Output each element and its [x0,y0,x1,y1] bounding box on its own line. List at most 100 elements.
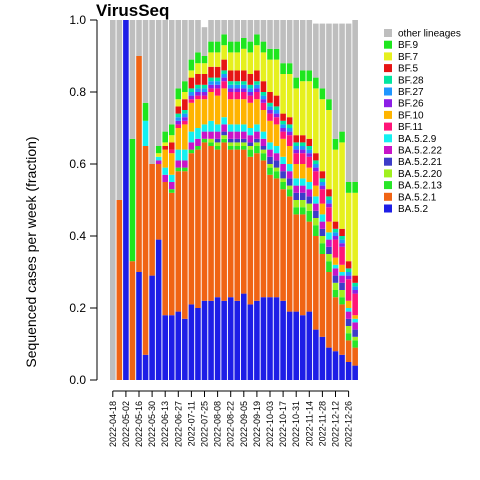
bar-segment-27-ba-5-2-13 [280,182,286,190]
bar-segment-20-ba-5-2-20 [234,142,241,146]
bar-segment-14-bf-10 [195,99,201,128]
bar-segment-32-bf-11 [313,171,319,186]
bar-segment-20-ba-5-2-13 [234,146,241,150]
x-tick-label: 2022-12-12 [331,401,341,447]
bar-segment-19-ba-5-2 [227,297,234,380]
bar-segment-9-ba-5-2-1 [162,182,168,316]
bar-segment-27-bf-11 [280,131,286,139]
bar-segment-7-ba-5-2 [149,275,155,380]
bar-segment-13-ba-5-2-13 [188,149,195,154]
bar-segment-37-bf-27 [345,272,352,276]
bar-segment-35-ba-5-2-22 [332,268,339,276]
bar-segment-1-other-lineages [110,20,116,380]
bar-segment-37-ba-5-2-22 [345,311,352,319]
bar-segment-16-ba-5-2 [208,300,214,380]
bar-segment-12-bf-26 [182,117,188,121]
y-tick-label: 0.6 [69,157,86,171]
bar-segment-27-other-lineages [280,20,286,64]
bar-segment-30-ba-5-2-22 [299,185,306,193]
bar-segment-35-ba-5-2-21 [332,275,339,283]
bar-segment-38-bf-28 [352,282,358,287]
bar-segment-10-bf-11 [168,149,175,154]
bar-segment-5-ba-5-2 [136,272,142,380]
bar-segment-26-ba-5-2-21 [273,160,280,168]
bar-segment-24-ba-5-2 [260,297,267,380]
bar-segment-19-bf-9 [227,41,234,53]
bar-segment-23-ba-5-2-1 [254,153,260,301]
bar-segment-25-ba-5-2-1 [267,174,273,298]
bar-segment-19-bf-11 [227,92,234,100]
bar-segment-17-ba-5-2 [214,297,221,380]
bar-segment-27-bf-26 [280,128,286,132]
bar-segment-32-other-lineages [313,23,319,78]
bar-segment-14-ba-5-2 [195,308,201,380]
bar-segment-23-ba-5-2-21 [254,138,260,143]
bar-segment-36-ba-5-2-20 [339,290,345,298]
x-tick-label: 2022-07-11 [186,401,196,446]
bar-segment-32-ba-5-2-13 [313,225,319,236]
bar-segment-34-ba-5-2-1 [326,272,332,348]
bar-segment-26-ba-5-2-1 [273,178,280,298]
bar-segment-19-ba-5-2-22 [227,131,234,139]
bar-segment-21-bf-7 [241,48,247,71]
bar-segment-29-other-lineages [293,20,299,78]
bar-segment-12-ba-5-2-9 [182,149,188,161]
bar-segment-32-bf-27 [313,164,319,168]
bar-segment-22-other-lineages [247,20,254,42]
bar-segment-17-bf-27 [214,81,221,85]
bar-segment-35-ba-5-2-9 [332,264,339,269]
bar-segment-32-bf-26 [313,167,319,172]
bar-segment-20-bf-10 [234,99,241,125]
bar-segment-34-other-lineages [326,23,332,100]
y-axis-label: Sequenced cases per week (fraction) [23,136,39,367]
bar-segment-33-bf-9 [319,88,326,100]
bar-segment-22-ba-5-2-22 [247,135,254,143]
legend-swatch [384,110,392,119]
bar-segment-16-ba-5-2-22 [208,131,214,139]
bar-segment-17-bf-11 [214,88,221,96]
bar-segment-21-ba-5-2-13 [241,146,247,150]
bar-segment-28-ba-5-2-9 [286,164,293,172]
bar-segment-33-bf-5 [319,171,326,179]
bar-segment-9-bf-7 [162,142,168,146]
bar-segment-28-ba-5-2-22 [286,171,293,179]
bar-segment-36-bf-5 [339,228,345,236]
bar-segment-15-ba-5-2-22 [201,131,208,139]
bar-segment-18-other-lineages [221,20,227,35]
bar-segment-30-ba-5-2-20 [299,200,306,208]
bar-segment-14-bf-27 [195,88,201,92]
bar-segment-24-ba-5-2-21 [260,146,267,150]
bar-segment-25-bf-26 [267,110,273,114]
bar-segment-17-ba-5-2-20 [214,142,221,146]
legend-swatch [384,157,392,166]
bar-segment-24-other-lineages [260,20,267,42]
bar-segment-19-ba-5-2-9 [227,124,234,132]
bar-segment-23-other-lineages [254,20,260,35]
bar-segment-28-other-lineages [286,20,293,64]
bar-segment-8-ba-5-2-9 [155,156,162,161]
x-tick-label: 2022-08-22 [226,401,236,447]
bar-segment-37-bf-5 [345,261,352,269]
bar-segment-32-ba-5-2-1 [313,236,319,330]
bar-segment-23-bf-10 [254,99,260,125]
bar-segment-34-ba-5-2-22 [326,239,332,247]
legend-swatch [384,29,392,37]
legend-swatch [384,87,392,96]
bar-segment-30-bf-26 [299,149,306,154]
bar-segment-31-ba-5-2-21 [306,196,313,204]
bar-segment-31-ba-5-2-9 [306,182,313,190]
legend-swatch [384,146,392,154]
bar-segment-16-bf-11 [208,88,214,92]
bar-segment-28-ba-5-2-13 [286,189,293,197]
bar-segment-16-ba-5-2-20 [208,138,214,143]
bar-segment-6-other-lineages [142,20,149,103]
bar-segment-25-bf-10 [267,120,273,143]
bar-segment-36-bf-10 [339,264,345,272]
bar-segment-30-ba-5-2-21 [299,192,306,200]
bar-segment-20-bf-27 [234,84,241,89]
bar-segment-29-ba-5-2-13 [293,207,299,215]
bar-segment-17-other-lineages [214,20,221,42]
bar-segment-12-bf-11 [182,120,188,125]
bar-segment-29-bf-5 [293,135,299,143]
bar-segment-37-ba-5-2 [345,362,352,380]
